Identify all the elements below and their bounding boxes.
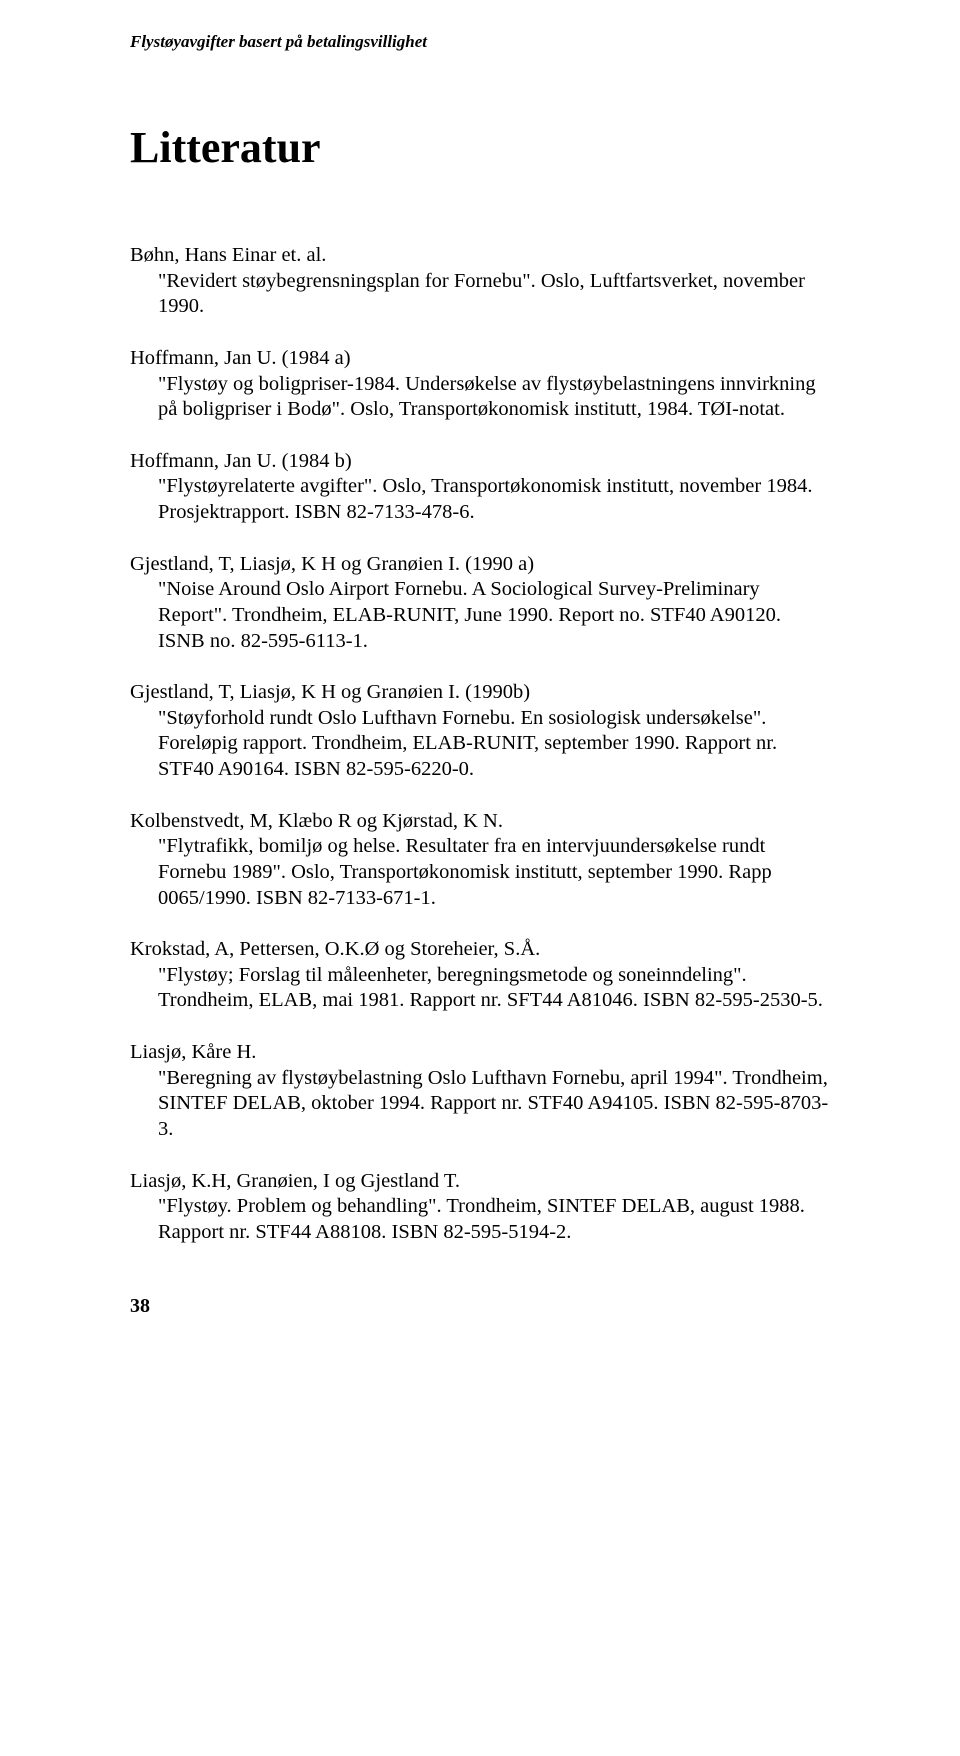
bibliography-entry: Hoffmann, Jan U. (1984 a) "Flystøy og bol… bbox=[130, 346, 830, 423]
entry-head: Liasjø, Kåre H. bbox=[130, 1041, 256, 1063]
bibliography-entry: Gjestland, T, Liasjø, K H og Granøien I.… bbox=[130, 680, 830, 783]
entry-body: "Flystøy. Problem og behandling". Trondh… bbox=[130, 1194, 830, 1245]
entry-body: "Flystøy; Forslag til måleenheter, bereg… bbox=[130, 963, 830, 1014]
entry-head: Krokstad, A, Pettersen, O.K.Ø og Storehe… bbox=[130, 938, 540, 960]
bibliography-entry: Liasjø, K.H, Granøien, I og Gjestland T.… bbox=[130, 1169, 830, 1246]
entry-body: "Støyforhold rundt Oslo Lufthavn Fornebu… bbox=[130, 706, 830, 783]
entry-body: "Flytrafikk, bomiljø og helse. Resultate… bbox=[130, 834, 830, 911]
bibliography-entry: Kolbenstvedt, M, Klæbo R og Kjørstad, K … bbox=[130, 809, 830, 912]
entry-head: Bøhn, Hans Einar et. al. bbox=[130, 244, 326, 266]
entry-head: Hoffmann, Jan U. (1984 a) bbox=[130, 347, 351, 369]
bibliography-entry: Hoffmann, Jan U. (1984 b)"Flystøyrelater… bbox=[130, 449, 830, 526]
bibliography-entry: Gjestland, T, Liasjø, K H og Granøien I.… bbox=[130, 552, 830, 655]
page-title: Litteratur bbox=[130, 122, 830, 173]
bibliography-entry: Liasjø, Kåre H. "Beregning av flystøybela… bbox=[130, 1040, 830, 1143]
entry-head: Gjestland, T, Liasjø, K H og Granøien I.… bbox=[130, 681, 530, 703]
entry-body: "Flystøy og boligpriser-1984. Undersøkel… bbox=[130, 372, 830, 423]
entry-head: Liasjø, K.H, Granøien, I og Gjestland T. bbox=[130, 1170, 460, 1192]
bibliography-list: Bøhn, Hans Einar et. al. "Revidert støybe… bbox=[130, 243, 830, 1245]
entry-body: "Noise Around Oslo Airport Fornebu. A So… bbox=[130, 577, 830, 654]
entry-head: Hoffmann, Jan U. (1984 b) bbox=[130, 450, 352, 472]
bibliography-entry: Bøhn, Hans Einar et. al. "Revidert støybe… bbox=[130, 243, 830, 320]
page-number: 38 bbox=[130, 1295, 830, 1318]
running-head: Flystøyavgifter basert på betalingsvilli… bbox=[130, 32, 830, 52]
document-page: Flystøyavgifter basert på betalingsvilli… bbox=[0, 0, 960, 1368]
bibliography-entry: Krokstad, A, Pettersen, O.K.Ø og Storehe… bbox=[130, 937, 830, 1014]
entry-head: Kolbenstvedt, M, Klæbo R og Kjørstad, K … bbox=[130, 810, 503, 832]
entry-head: Gjestland, T, Liasjø, K H og Granøien I.… bbox=[130, 553, 534, 575]
entry-body: "Flystøyrelaterte avgifter". Oslo, Trans… bbox=[130, 474, 830, 525]
entry-body: "Revidert støybegrensningsplan for Forne… bbox=[130, 269, 830, 320]
entry-body: "Beregning av flystøybelastning Oslo Luf… bbox=[130, 1066, 830, 1143]
